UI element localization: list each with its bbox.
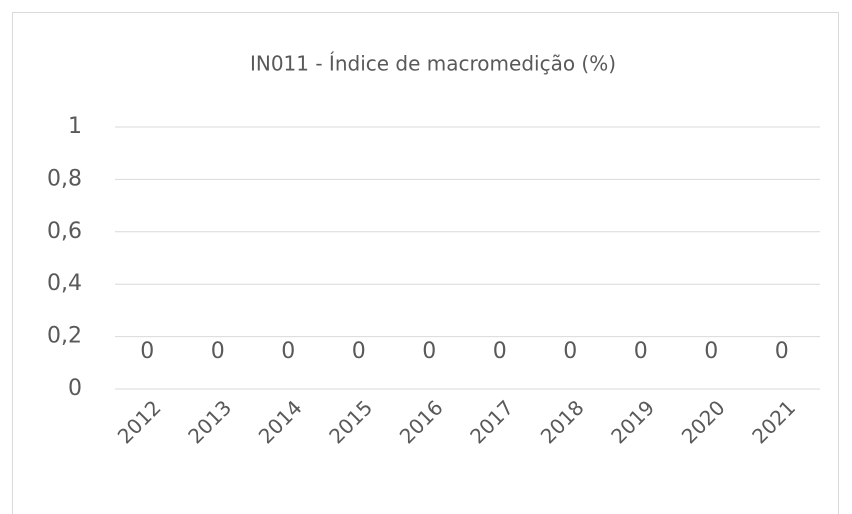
y-tick-label: 0,2	[47, 324, 82, 349]
data-label: 0	[352, 339, 366, 364]
data-label: 0	[704, 339, 718, 364]
data-label: 0	[493, 339, 507, 364]
y-tick-label: 0,6	[47, 219, 82, 244]
data-label: 0	[775, 339, 789, 364]
y-tick-label: 0,8	[47, 166, 82, 191]
data-label: 0	[140, 339, 154, 364]
chart-title: IN011 - Índice de macromedição (%)	[250, 52, 616, 76]
data-label: 0	[563, 339, 577, 364]
y-tick-label: 1	[68, 114, 82, 139]
y-tick-label: 0	[68, 376, 82, 401]
data-label: 0	[422, 339, 436, 364]
data-label: 0	[211, 339, 225, 364]
chart-border	[12, 12, 839, 514]
y-tick-label: 0,4	[47, 271, 82, 296]
data-label: 0	[634, 339, 648, 364]
data-label: 0	[281, 339, 295, 364]
